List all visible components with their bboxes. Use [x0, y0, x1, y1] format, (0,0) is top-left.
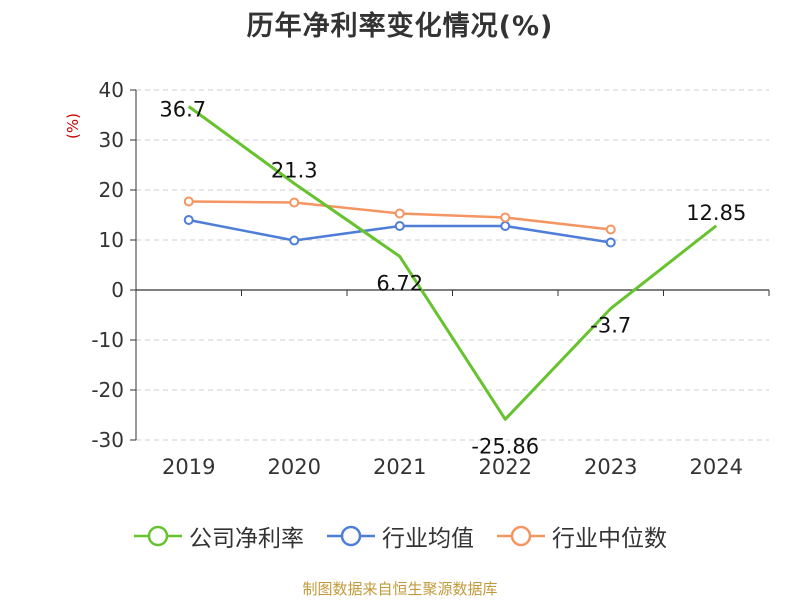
data-label: 21.3 [271, 159, 318, 183]
x-tick-label: 2020 [268, 455, 321, 479]
data-point[interactable] [605, 224, 616, 235]
legend-item[interactable]: 行业中位数 [496, 519, 667, 553]
data-point[interactable] [605, 237, 616, 248]
data-point[interactable] [289, 197, 300, 208]
y-tick-label: -30 [91, 428, 124, 452]
data-point[interactable] [183, 196, 194, 207]
legend-item[interactable]: 行业均值 [326, 519, 474, 553]
x-tick-label: 2023 [584, 455, 637, 479]
data-point[interactable] [500, 221, 511, 231]
series-layer [183, 105, 718, 421]
data-label: -3.7 [590, 314, 631, 338]
data-point[interactable] [394, 208, 405, 219]
y-tick-label: 10 [99, 228, 124, 252]
data-point[interactable] [394, 221, 405, 231]
data-point[interactable] [183, 215, 194, 225]
y-tick-label: -10 [91, 328, 124, 352]
data-label-layer: 36.7 21.3 6.72 -25.86 -3.7 12.85 [159, 98, 746, 459]
y-axis-title: (%) [64, 113, 82, 139]
legend-line-circle-icon [327, 525, 375, 547]
data-point[interactable] [500, 212, 511, 223]
chart-title: 历年净利率变化情况(%) [246, 11, 554, 42]
source-note: 制图数据来自恒生聚源数据库 [302, 580, 498, 598]
x-tick-label: 2024 [690, 455, 743, 479]
data-label: 12.85 [686, 201, 746, 225]
legend-line-circle-icon [134, 525, 182, 547]
legend-item[interactable]: 公司净利率 [133, 519, 304, 553]
y-tick-label: 0 [111, 278, 124, 302]
data-label: 6.72 [376, 271, 423, 295]
legend: 公司净利率 行业均值 行业中位数 [0, 519, 800, 553]
y-tick-label: 30 [99, 128, 124, 152]
x-tick-label: 2021 [373, 455, 426, 479]
legend-line-circle-icon [497, 525, 545, 547]
legend-label: 行业中位数 [552, 526, 667, 552]
legend-label: 行业均值 [382, 526, 474, 552]
y-tick-label: 40 [99, 78, 124, 102]
data-label: -25.86 [471, 434, 539, 458]
legend-label: 公司净利率 [189, 526, 304, 552]
series-line [187, 105, 718, 421]
y-tick-label: -20 [91, 378, 124, 402]
x-tick-label: 2022 [479, 455, 532, 479]
data-label: 36.7 [159, 98, 206, 122]
y-tick-label: 20 [99, 178, 124, 202]
data-point[interactable] [289, 235, 300, 246]
x-tick-label: 2019 [162, 455, 215, 479]
axis-layer: 40 30 20 10 0 -10 -20 -30 2019 2020 2021 2022 2023 20… [91, 78, 770, 479]
grid-layer [136, 89, 769, 441]
